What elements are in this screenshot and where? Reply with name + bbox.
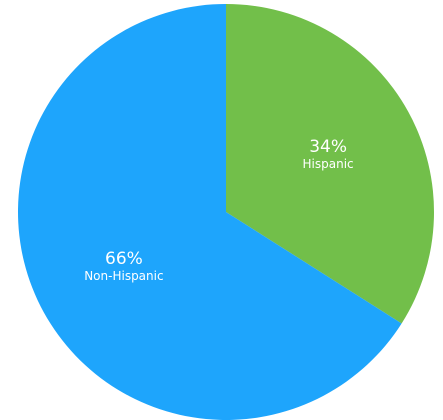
slice-name-label-non-hispanic: Non-Hispanic: [84, 269, 163, 283]
slice-percent-label-non-hispanic: 66%: [105, 249, 143, 269]
slice-percent-label-hispanic: 34%: [309, 137, 347, 157]
slice-name-label-hispanic: Hispanic: [303, 157, 354, 171]
pie-slice-hispanic: [226, 4, 434, 324]
pie-slice-non-hispanic: [17, 4, 402, 420]
